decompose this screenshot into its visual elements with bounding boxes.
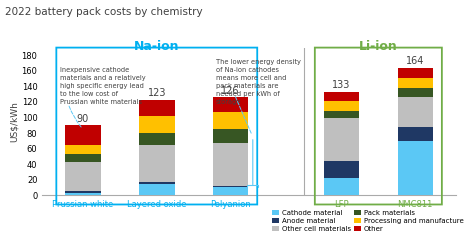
Bar [65,145,101,154]
Bar [213,97,248,112]
Text: 2022 battery pack costs by chemistry: 2022 battery pack costs by chemistry [5,7,202,17]
Y-axis label: US$/kWh: US$/kWh [10,101,19,142]
Bar [139,133,174,145]
Text: 126: 126 [221,86,240,96]
Bar [139,183,174,195]
Bar [398,127,433,141]
Bar [398,88,433,97]
Text: The lower energy density
of Na-ion cathodes
means more cell and
pack materials a: The lower energy density of Na-ion catho… [216,59,301,105]
Bar [65,162,101,191]
Bar [324,92,359,101]
Bar [213,187,248,195]
Text: 164: 164 [406,56,424,66]
Bar [65,191,101,193]
Text: 123: 123 [148,88,166,98]
Bar [213,112,248,129]
Legend: Cathode material, Anode material, Other cell materials, Pack materials, Processi: Cathode material, Anode material, Other … [269,207,467,234]
Bar [139,116,174,133]
Bar [324,178,359,195]
Bar [213,129,248,143]
Bar [65,125,101,145]
Bar [324,110,359,118]
Bar [324,161,359,178]
Bar [213,186,248,187]
Text: Na-ion: Na-ion [134,40,180,53]
Bar [324,101,359,110]
Text: Inexpensive cathode
materials and a relatively
high specific energy lead
to the : Inexpensive cathode materials and a rela… [60,67,146,105]
Bar [139,145,174,182]
Bar [139,182,174,183]
Bar [398,78,433,88]
Bar [398,68,433,78]
Text: 90: 90 [77,114,89,124]
Bar [213,143,248,186]
Bar [398,141,433,195]
Bar [398,97,433,127]
Bar [139,100,174,116]
Text: 133: 133 [332,80,351,90]
Bar [324,118,359,161]
Bar [65,154,101,162]
Text: Li-ion: Li-ion [359,40,398,53]
Bar [65,193,101,195]
